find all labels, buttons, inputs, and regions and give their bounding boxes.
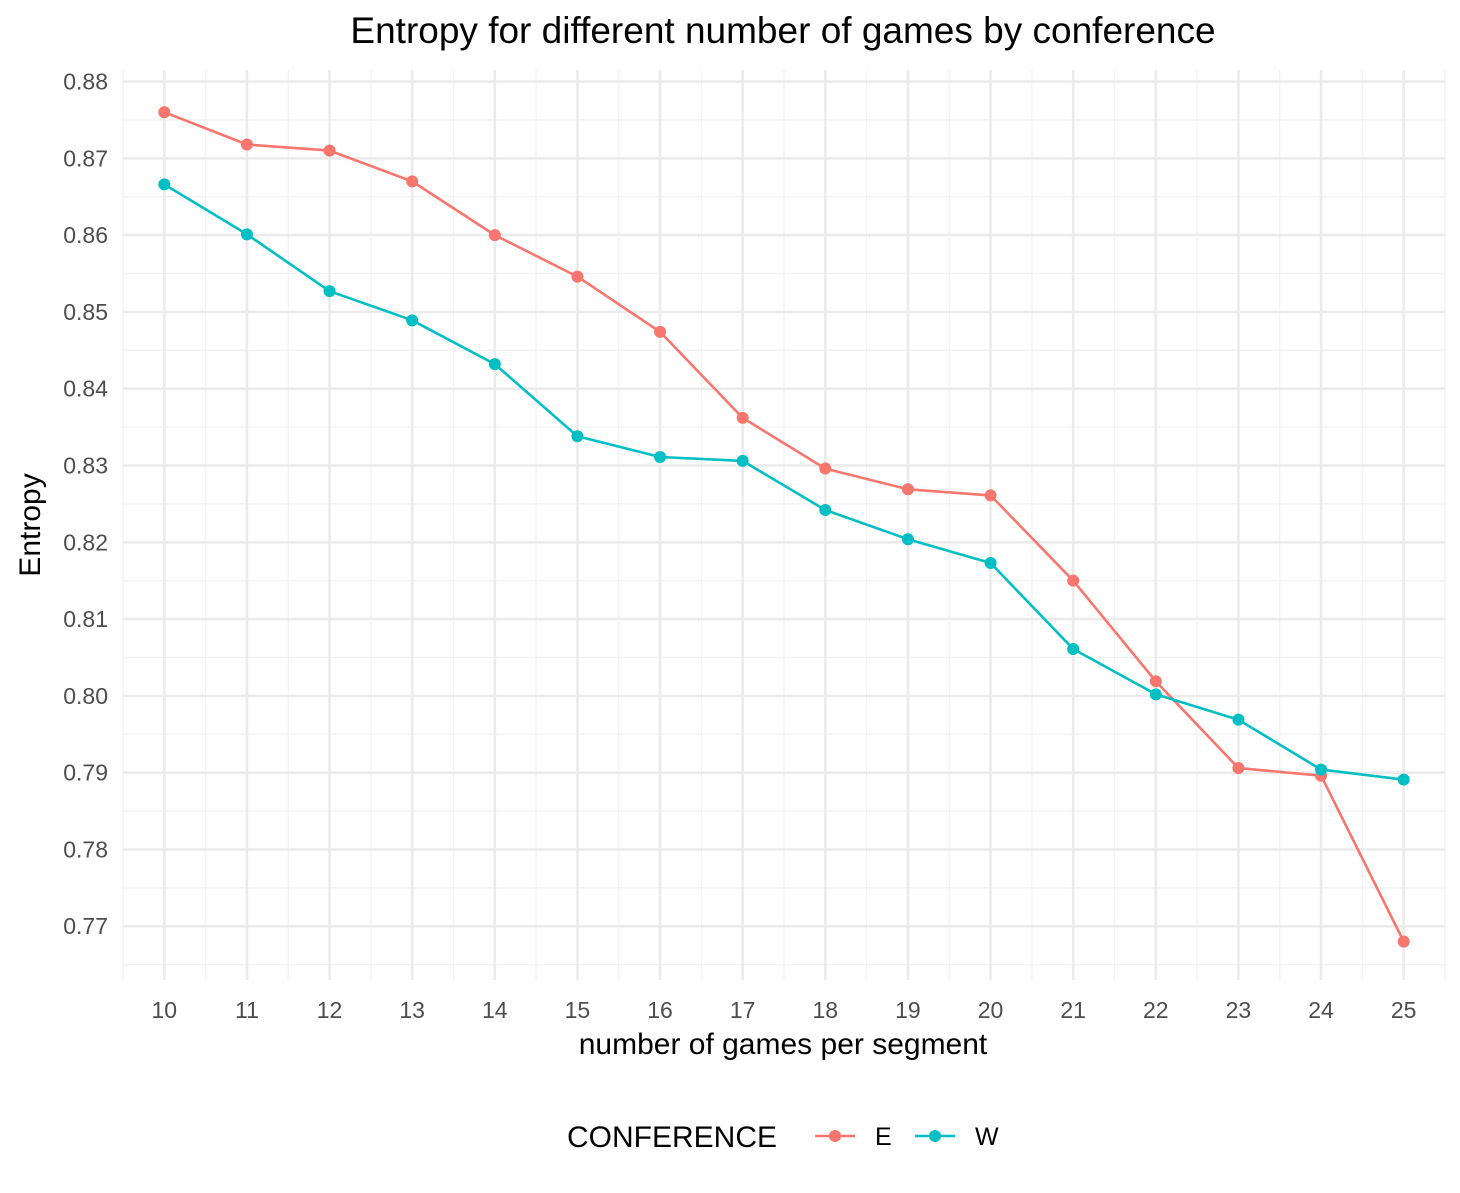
data-point-w (654, 451, 667, 464)
data-point-e (819, 462, 832, 475)
legend-label: W (975, 1123, 999, 1151)
data-point-w (158, 178, 171, 191)
y-tick-label: 0.82 (63, 529, 108, 555)
data-point-e (571, 270, 584, 283)
y-tick-label: 0.83 (63, 452, 108, 478)
data-point-w (488, 358, 501, 371)
x-tick-label: 15 (565, 997, 591, 1023)
y-tick-label: 0.81 (63, 606, 108, 632)
series-e (158, 106, 1410, 948)
data-point-w (406, 314, 419, 327)
x-axis-title: number of games per segment (579, 1028, 988, 1061)
data-point-e (1397, 935, 1410, 948)
x-tick-label: 17 (730, 997, 756, 1023)
data-point-w (1315, 763, 1328, 776)
y-tick-label: 0.87 (63, 145, 108, 171)
data-point-e (1149, 675, 1162, 688)
x-tick-label: 24 (1308, 997, 1334, 1023)
minor-gridlines (122, 70, 1446, 980)
data-point-e (654, 325, 667, 338)
major-gridlines (123, 70, 1445, 980)
legend-title: CONFERENCE (567, 1121, 777, 1154)
data-point-w (1397, 773, 1410, 786)
data-point-e (158, 106, 171, 119)
y-tick-label: 0.85 (63, 299, 108, 325)
y-tick-label: 0.86 (63, 222, 108, 248)
series-layer (158, 106, 1410, 948)
legend-key-point (929, 1130, 941, 1142)
data-point-e (488, 229, 501, 242)
data-point-w (901, 533, 914, 546)
y-tick-label: 0.88 (63, 69, 108, 95)
data-point-e (323, 144, 336, 157)
data-point-w (1149, 688, 1162, 701)
y-axis-ticks: 0.77 0.78 0.79 0.80 0.81 0.82 0.83 0.84 0.85 0.86… (63, 69, 108, 940)
y-tick-label: 0.77 (63, 913, 108, 939)
y-tick-label: 0.80 (63, 683, 108, 709)
legend-item-w: W (915, 1123, 999, 1151)
x-tick-label: 19 (895, 997, 921, 1023)
data-point-w (240, 228, 253, 241)
data-point-w (1067, 643, 1080, 656)
data-point-w (1232, 713, 1245, 726)
series-w (158, 178, 1410, 786)
y-tick-label: 0.84 (63, 376, 108, 402)
data-point-e (984, 489, 997, 502)
data-point-e (1067, 574, 1080, 587)
legend-key-point (829, 1130, 841, 1142)
x-tick-label: 18 (813, 997, 839, 1023)
data-point-w (819, 504, 832, 517)
x-axis-ticks: 10 11 12 13 14 15 16 17 18 19 20 21 22 23 24 25 (152, 997, 1417, 1023)
x-tick-label: 13 (399, 997, 425, 1023)
y-tick-label: 0.79 (63, 760, 108, 786)
data-point-w (323, 285, 336, 298)
x-tick-label: 16 (647, 997, 673, 1023)
data-point-w (571, 430, 584, 443)
x-tick-label: 21 (1060, 997, 1086, 1023)
y-axis-title: Entropy (14, 473, 47, 576)
x-tick-label: 20 (978, 997, 1004, 1023)
data-point-e (1232, 762, 1245, 775)
x-tick-label: 23 (1226, 997, 1252, 1023)
series-line-w (163, 183, 1404, 781)
legend-label: E (875, 1123, 892, 1151)
series-line-e (163, 110, 1405, 943)
y-tick-label: 0.78 (63, 836, 108, 862)
data-point-e (240, 138, 253, 151)
chart-title: Entropy for different number of games by… (350, 10, 1215, 51)
x-tick-label: 25 (1391, 997, 1417, 1023)
x-tick-label: 14 (482, 997, 508, 1023)
data-point-e (901, 483, 914, 496)
data-point-e (406, 175, 419, 188)
data-point-w (984, 557, 997, 570)
data-point-w (736, 454, 749, 467)
x-tick-label: 22 (1143, 997, 1169, 1023)
x-tick-label: 12 (317, 997, 343, 1023)
data-point-e (736, 411, 749, 424)
x-tick-label: 11 (235, 997, 259, 1023)
legend-item-e: E (815, 1123, 892, 1151)
x-tick-label: 10 (152, 997, 178, 1023)
